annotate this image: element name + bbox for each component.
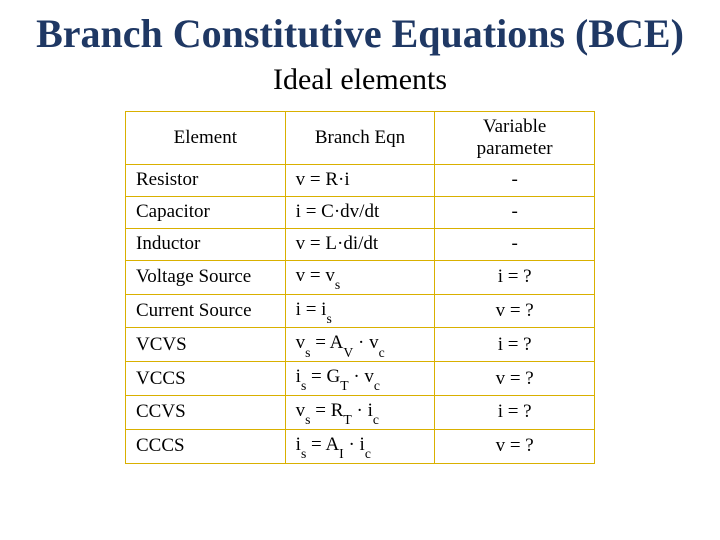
cell-element: CCCS [126,429,286,463]
cell-branch-eqn: is = GT · vc [285,362,435,396]
cell-element: VCCS [126,362,286,396]
col-header-element: Element [126,111,286,164]
table-header: Element Branch Eqn Variable parameter [126,111,595,164]
cell-element: Voltage Source [126,260,286,294]
cell-branch-eqn: v = R·i [285,164,435,196]
cell-branch-eqn: i = C·dv/dt [285,196,435,228]
table-row: Voltage Sourcev = vsi = ? [126,260,595,294]
cell-variable-param: v = ? [435,362,595,396]
table-row: Inductorv = L·di/dt- [126,228,595,260]
cell-element: Capacitor [126,196,286,228]
cell-variable-param: i = ? [435,260,595,294]
slide-title: Branch Constitutive Equations (BCE) [36,12,684,57]
table-row: CCVSvs = RT · ici = ? [126,395,595,429]
table-row: CCCSis = AI · icv = ? [126,429,595,463]
slide: Branch Constitutive Equations (BCE) Idea… [0,0,720,540]
table-row: VCVSvs = AV · vci = ? [126,328,595,362]
cell-variable-param: - [435,196,595,228]
cell-variable-param: i = ? [435,395,595,429]
col-header-branch-eqn: Branch Eqn [285,111,435,164]
cell-variable-param: v = ? [435,294,595,328]
cell-element: Resistor [126,164,286,196]
cell-variable-param: - [435,228,595,260]
col-header-variable-param: Variable parameter [435,111,595,164]
table-row: Capacitori = C·dv/dt- [126,196,595,228]
cell-element: Current Source [126,294,286,328]
table-row: Current Sourcei = isv = ? [126,294,595,328]
cell-variable-param: v = ? [435,429,595,463]
cell-branch-eqn: v = L·di/dt [285,228,435,260]
slide-subtitle: Ideal elements [36,63,684,97]
bce-table: Element Branch Eqn Variable parameter Re… [125,111,595,464]
cell-branch-eqn: v = vs [285,260,435,294]
cell-variable-param: i = ? [435,328,595,362]
table-row: VCCSis = GT · vcv = ? [126,362,595,396]
cell-branch-eqn: is = AI · ic [285,429,435,463]
cell-branch-eqn: vs = AV · vc [285,328,435,362]
cell-branch-eqn: vs = RT · ic [285,395,435,429]
table-row: Resistorv = R·i- [126,164,595,196]
cell-variable-param: - [435,164,595,196]
cell-element: CCVS [126,395,286,429]
cell-branch-eqn: i = is [285,294,435,328]
cell-element: VCVS [126,328,286,362]
table-body: Resistorv = R·i-Capacitori = C·dv/dt-Ind… [126,164,595,463]
table-header-row: Element Branch Eqn Variable parameter [126,111,595,164]
cell-element: Inductor [126,228,286,260]
